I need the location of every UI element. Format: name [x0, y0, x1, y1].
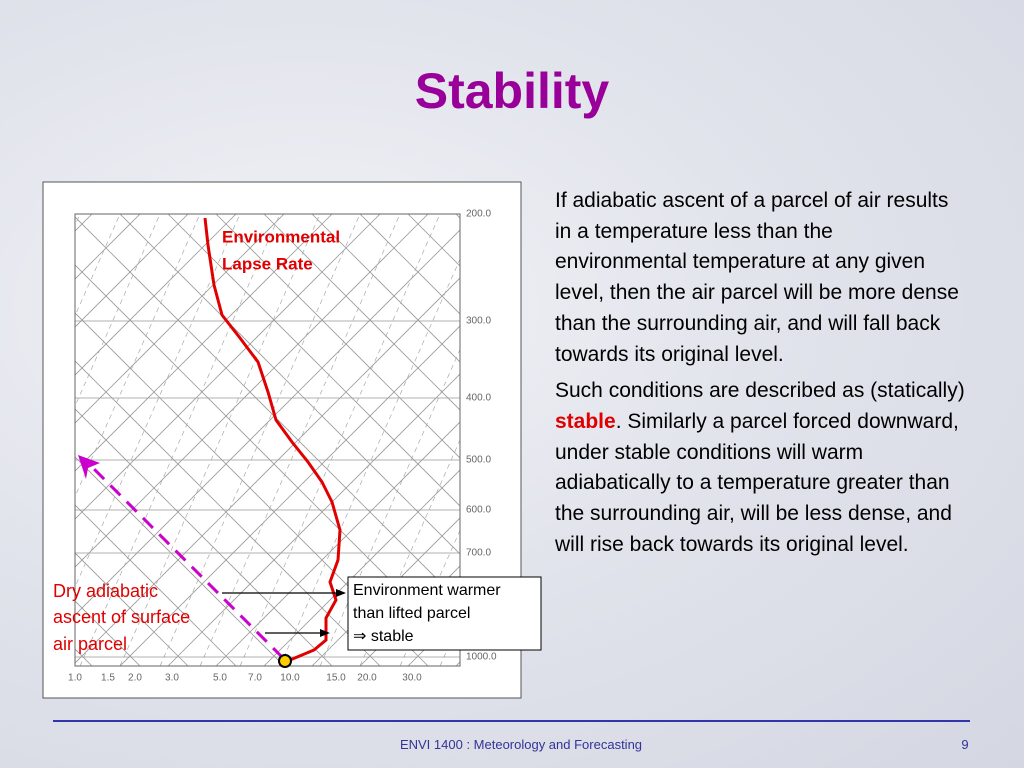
parcel-label: Dry adiabatic: [53, 581, 158, 601]
pressure-label: 1000.0: [466, 652, 497, 663]
isotherm: [75, 214, 189, 328]
mixing-ratio: [239, 214, 441, 666]
pressure-label: 200.0: [466, 209, 491, 220]
curve-label: Environmental: [222, 227, 340, 246]
pressure-label: 700.0: [466, 548, 491, 559]
dry-adiabat: [311, 214, 460, 363]
callout-arrowhead: [336, 589, 346, 597]
mixing-ratio: [0, 214, 40, 666]
mixing-ratio: [79, 214, 281, 666]
callout-text: than lifted parcel: [353, 605, 470, 622]
footer-course: ENVI 1400 : Meteorology and Forecasting: [399, 737, 643, 752]
environmental-lapse-curve: [203, 217, 342, 662]
pressure-label: 600.0: [466, 505, 491, 516]
mixing-ratio-label: 5.0: [213, 673, 227, 684]
paragraph: Such conditions are described as (static…: [555, 376, 967, 560]
mixing-ratio-label: 2.0: [128, 673, 142, 684]
emphasis: stable: [555, 409, 616, 433]
mixing-ratio-label: 7.0: [248, 673, 262, 684]
dry-adiabat: [75, 504, 237, 666]
text: . Similarly a parcel forced downward, un…: [555, 409, 959, 556]
isotherm: [75, 214, 285, 424]
slide-title: Stability: [414, 63, 610, 119]
pressure-label: 400.0: [466, 393, 491, 404]
dry-adiabat: [215, 214, 460, 459]
dry-adiabat: [75, 408, 333, 666]
mixing-ratio: [75, 214, 241, 588]
surface-parcel: [278, 654, 292, 668]
dry-adiabat: [75, 360, 381, 666]
mixing-ratio: [119, 214, 321, 666]
mixing-ratio-label: 3.0: [165, 673, 179, 684]
parcel-arrowhead: [78, 455, 100, 479]
callout-box: [347, 576, 542, 651]
dry-adiabat: [167, 214, 460, 507]
dry-adiabat: [119, 214, 460, 555]
dry-adiabat: [75, 552, 189, 666]
mixing-ratio: [75, 214, 201, 498]
callout-text: Environment warmer: [353, 582, 501, 599]
mixing-ratio: [279, 258, 460, 666]
mixing-ratio-label: 30.0: [402, 673, 422, 684]
mixing-ratio: [159, 214, 361, 666]
pressure-label: 300.0: [466, 316, 491, 327]
curve-label: Lapse Rate: [222, 254, 313, 273]
paragraph: If adiabatic ascent of a parcel of air r…: [555, 189, 959, 366]
callout-text: ⇒ stable: [353, 628, 414, 645]
mixing-ratio-label: 20.0: [357, 673, 377, 684]
isotherm: [0, 214, 44, 666]
parcel-label: ascent of surface: [53, 607, 190, 627]
mixing-ratio-label: 1.5: [101, 673, 115, 684]
page-number: 9: [961, 737, 969, 752]
body-text: If adiabatic ascent of a parcel of air r…: [555, 186, 967, 566]
dry-adiabat: [359, 214, 460, 315]
mixing-ratio-label: 15.0: [326, 673, 346, 684]
parcel-label: air parcel: [53, 634, 127, 654]
callout-arrowhead: [320, 629, 330, 637]
pressure-label: 500.0: [466, 455, 491, 466]
dry-adiabat: [0, 214, 44, 666]
isotherm: [75, 214, 237, 376]
dry-adiabat: [75, 456, 285, 666]
dry-adiabat: [263, 214, 460, 411]
mixing-ratio-label: 1.0: [68, 673, 82, 684]
text: Such conditions are described as (static…: [555, 379, 965, 403]
mixing-ratio: [199, 214, 401, 666]
plot-border: [74, 213, 461, 667]
mixing-ratio-label: 10.0: [280, 673, 300, 684]
